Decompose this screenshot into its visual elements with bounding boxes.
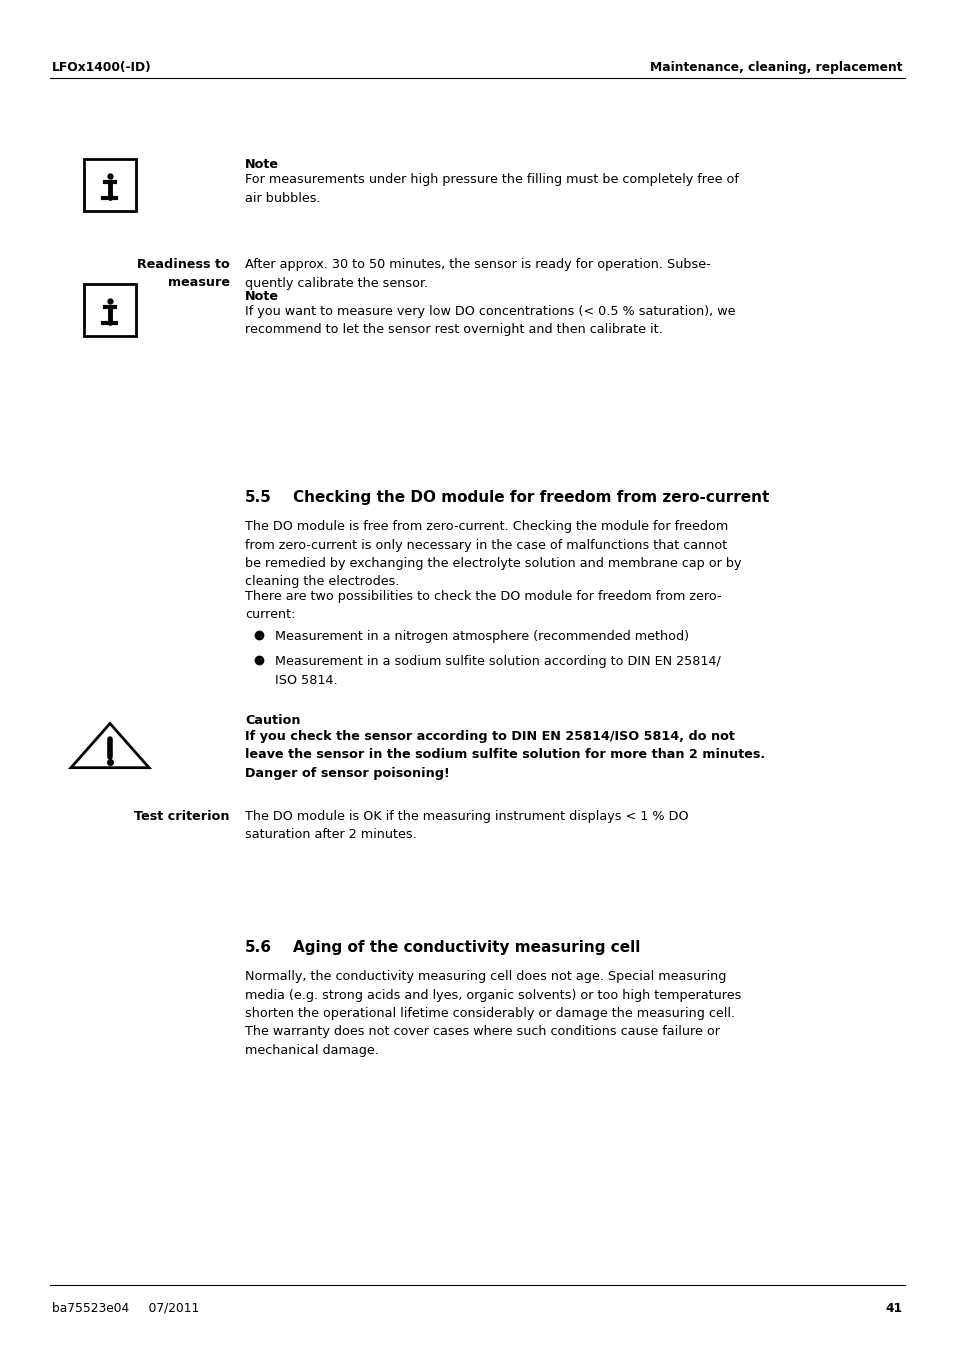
Text: Note: Note [245, 158, 278, 171]
Text: If you want to measure very low DO concentrations (< 0.5 % saturation), we
recom: If you want to measure very low DO conce… [245, 305, 735, 336]
Text: Normally, the conductivity measuring cell does not age. Special measuring
media : Normally, the conductivity measuring cel… [245, 971, 740, 1057]
Text: If you check the sensor according to DIN EN 25814/ISO 5814, do not
leave the sen: If you check the sensor according to DIN… [245, 730, 764, 780]
Text: The DO module is OK if the measuring instrument displays < 1 % DO
saturation aft: The DO module is OK if the measuring ins… [245, 810, 688, 841]
Text: Measurement in a sodium sulfite solution according to DIN EN 25814/
ISO 5814.: Measurement in a sodium sulfite solution… [274, 655, 720, 687]
Text: 5.5: 5.5 [245, 490, 272, 505]
Text: There are two possibilities to check the DO module for freedom from zero-
curren: There are two possibilities to check the… [245, 590, 720, 621]
Text: Maintenance, cleaning, replacement: Maintenance, cleaning, replacement [650, 62, 902, 74]
Text: LFOx1400(-ID): LFOx1400(-ID) [52, 62, 152, 74]
Text: Note: Note [245, 290, 278, 302]
Text: For measurements under high pressure the filling must be completely free of
air : For measurements under high pressure the… [245, 173, 739, 204]
Text: Caution: Caution [245, 714, 300, 728]
FancyBboxPatch shape [84, 284, 136, 336]
Text: Checking the DO module for freedom from zero-current: Checking the DO module for freedom from … [293, 490, 768, 505]
FancyBboxPatch shape [84, 159, 136, 211]
Text: After approx. 30 to 50 minutes, the sensor is ready for operation. Subse-
quentl: After approx. 30 to 50 minutes, the sens… [245, 258, 710, 289]
Text: The DO module is free from zero-current. Checking the module for freedom
from ze: The DO module is free from zero-current.… [245, 520, 740, 589]
Text: 5.6: 5.6 [245, 940, 272, 954]
Text: 41: 41 [885, 1301, 902, 1315]
Text: Aging of the conductivity measuring cell: Aging of the conductivity measuring cell [293, 940, 639, 954]
Text: Test criterion: Test criterion [134, 810, 230, 824]
Text: ba75523e04     07/2011: ba75523e04 07/2011 [52, 1301, 199, 1315]
Polygon shape [71, 724, 149, 768]
Text: Readiness to
measure: Readiness to measure [137, 258, 230, 289]
Text: Measurement in a nitrogen atmosphere (recommended method): Measurement in a nitrogen atmosphere (re… [274, 630, 688, 643]
